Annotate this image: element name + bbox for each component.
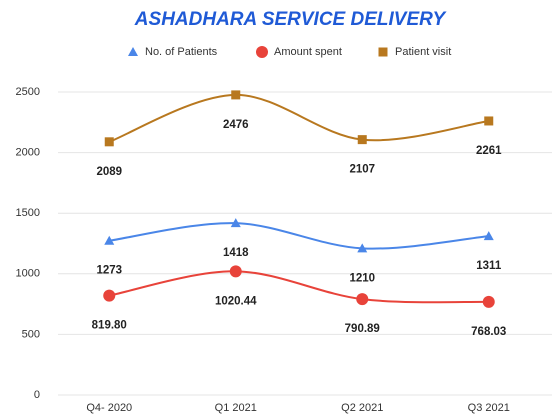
- x-tick-label: Q4- 2020: [86, 402, 132, 414]
- legend-label: No. of Patients: [145, 46, 218, 58]
- series-line: [108, 93, 489, 143]
- data-label: 819.80: [92, 320, 127, 332]
- chart-title: ASHADHARA SERVICE DELIVERY: [134, 9, 448, 30]
- point-marker: [356, 293, 369, 306]
- legend-label: Amount spent: [274, 46, 342, 58]
- legend-marker: [256, 46, 268, 58]
- point-marker: [103, 289, 116, 302]
- data-label: 2107: [349, 164, 375, 176]
- y-tick-label: 1500: [16, 207, 40, 219]
- data-label: 768.03: [471, 326, 506, 338]
- x-tick-label: Q3 2021: [468, 402, 510, 414]
- series-line: [109, 270, 489, 304]
- x-tick-label: Q2 2021: [341, 402, 383, 414]
- point-marker: [104, 137, 114, 147]
- y-tick-label: 500: [22, 328, 40, 340]
- point-marker: [229, 265, 242, 278]
- data-label: 1273: [96, 265, 122, 277]
- y-tick-label: 1000: [16, 268, 40, 280]
- point-marker: [357, 135, 367, 145]
- data-label: 1020.44: [215, 295, 257, 307]
- y-tick-label: 2000: [16, 147, 40, 159]
- point-marker: [483, 231, 494, 241]
- data-label: 1418: [223, 247, 249, 259]
- point-marker: [484, 116, 494, 126]
- point-marker: [357, 243, 368, 253]
- point-marker: [230, 218, 241, 228]
- data-label: 1311: [476, 260, 502, 272]
- legend-marker: [378, 47, 388, 57]
- series-line: [109, 222, 489, 250]
- point-marker: [482, 295, 495, 308]
- data-label: 2261: [476, 145, 502, 157]
- legend-label: Patient visit: [395, 46, 451, 58]
- y-tick-label: 0: [34, 389, 40, 401]
- data-label: 790.89: [345, 323, 380, 335]
- legend-marker: [128, 47, 138, 56]
- data-label: 2476: [223, 119, 249, 131]
- point-marker: [231, 90, 241, 100]
- x-tick-label: Q1 2021: [215, 402, 257, 414]
- y-tick-label: 2500: [16, 86, 40, 98]
- data-label: 1210: [349, 272, 375, 284]
- point-marker: [104, 235, 115, 245]
- data-label: 2089: [96, 166, 122, 178]
